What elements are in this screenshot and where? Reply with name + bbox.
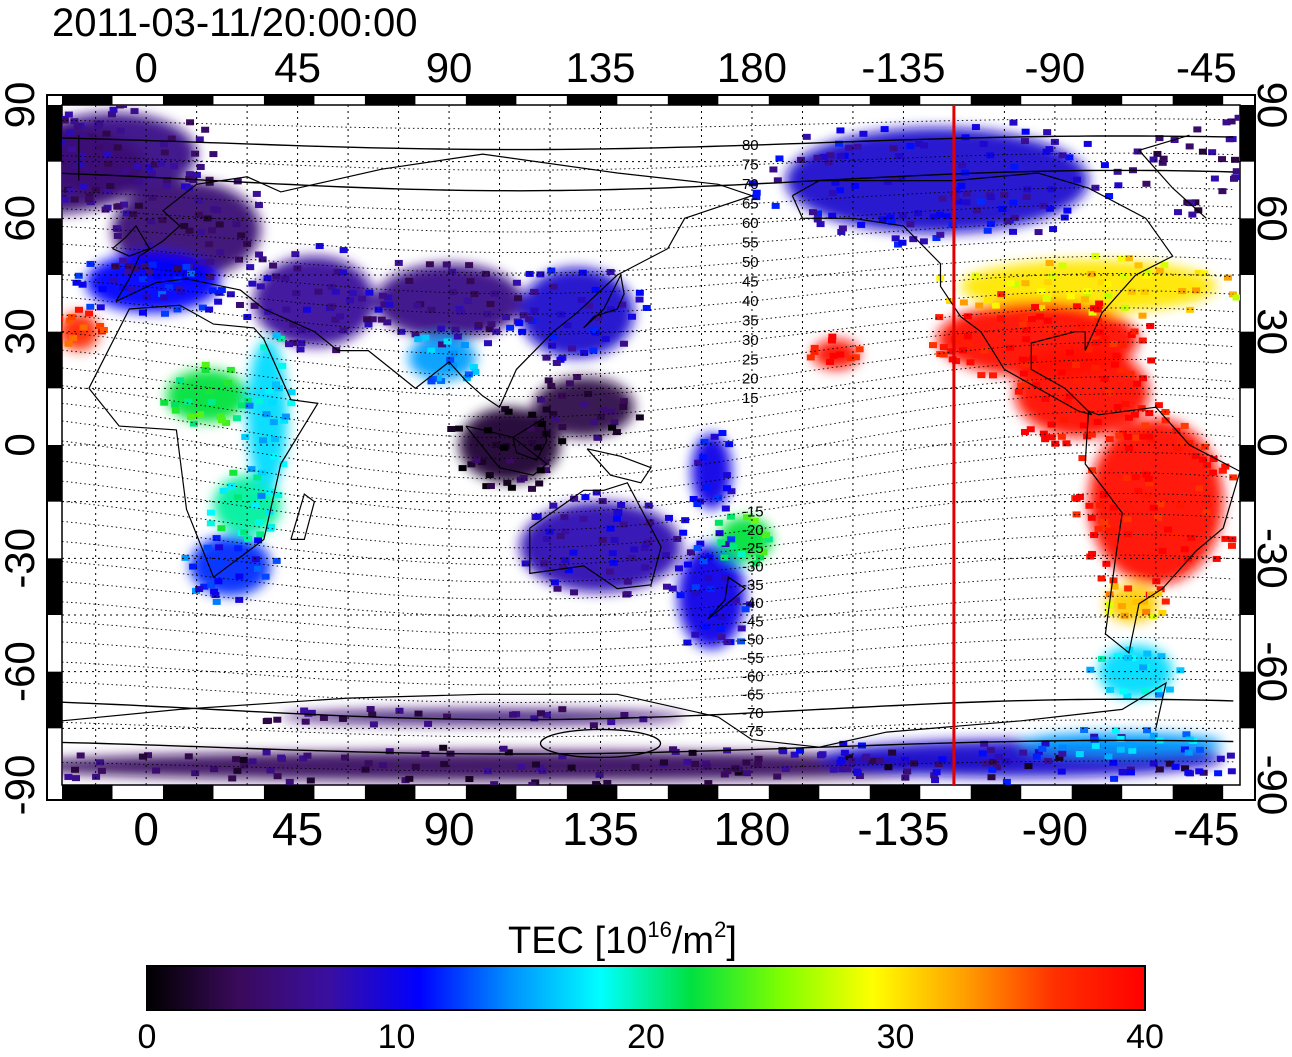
magnetic-latitude-label: 50 — [742, 254, 759, 271]
coastline — [583, 273, 625, 329]
left-lat-label: -90 — [0, 755, 43, 816]
magnetic-latitude-label: 25 — [742, 351, 759, 368]
coastline — [115, 153, 754, 409]
bottom-lon-label: 180 — [714, 803, 791, 855]
right-lat-label: -60 — [1249, 641, 1292, 702]
magnetic-latitude-label: -25 — [742, 540, 764, 557]
left-lat-label: 0 — [0, 433, 43, 456]
bottom-lon-label: -135 — [857, 803, 949, 855]
tec-region — [718, 516, 773, 563]
bottom-lon-label: -90 — [1022, 803, 1088, 855]
colorbar-tick-label: 40 — [1126, 1018, 1164, 1056]
axis-tick-labels: 0045459090135135180180-135-135-90-90-45-… — [0, 44, 1292, 855]
magnetic-latitude-label: 35 — [742, 312, 759, 329]
magnetic-latitude-label: -60 — [742, 668, 764, 685]
magnetic-latitude-label: -35 — [742, 577, 764, 594]
magnetic-latitude-label: -45 — [742, 613, 764, 630]
magnetic-latitude-label: -50 — [742, 632, 764, 649]
coastline — [112, 224, 151, 257]
bottom-lon-label: -45 — [1173, 803, 1239, 855]
tec-region — [960, 259, 1217, 313]
coastline — [62, 681, 1167, 748]
top-lon-label: -135 — [861, 44, 945, 91]
top-lon-label: -90 — [1025, 44, 1086, 91]
tec-region — [677, 543, 746, 649]
bottom-lon-label: 45 — [272, 803, 323, 855]
magnetic-latitude-label: 80 — [742, 137, 759, 154]
magnetic-latitude-label: 75 — [742, 157, 759, 174]
tec-region — [519, 501, 682, 593]
top-lon-label: -45 — [1176, 44, 1237, 91]
coastline — [465, 425, 548, 476]
magnetic-latitude-label: -55 — [742, 650, 764, 667]
left-lat-label: 30 — [0, 308, 43, 355]
magnetic-latitude-label: -65 — [742, 687, 764, 704]
coastline — [586, 448, 652, 484]
magnetic-latitude-label: 15 — [742, 390, 759, 407]
coastline — [88, 304, 319, 579]
left-lat-label: -30 — [0, 528, 43, 589]
bottom-lon-label: 0 — [133, 803, 159, 855]
magnetic-latitude-label: -75 — [742, 723, 764, 740]
coastline — [78, 134, 1207, 219]
bottom-lon-label: 135 — [562, 803, 639, 855]
magnetic-latitude-label: -40 — [742, 595, 764, 612]
magnetic-latitude-label: 20 — [742, 371, 759, 388]
tec-region — [62, 124, 147, 214]
map-title: 2011-03-11/20:00:00 — [52, 1, 418, 45]
bottom-lon-label: 90 — [423, 803, 474, 855]
right-lat-label: 60 — [1249, 195, 1292, 242]
right-lat-label: 30 — [1249, 308, 1292, 355]
right-lat-label: 90 — [1249, 82, 1292, 129]
magnetic-latitude-label: 40 — [742, 293, 759, 310]
magnetic-latitude-label: -15 — [742, 504, 764, 521]
colorbar-tick-label: 10 — [377, 1018, 416, 1056]
tec-region — [408, 335, 476, 381]
magnetic-latitude-label: 55 — [742, 234, 759, 251]
colorbar-tick-label: 0 — [137, 1018, 157, 1056]
tec-region — [253, 256, 376, 347]
right-lat-label: 0 — [1249, 433, 1292, 456]
colorbar — [146, 965, 1146, 1011]
top-lon-label: 135 — [565, 44, 635, 91]
magnetic-latitude-label: 45 — [742, 273, 759, 290]
left-lat-label: 60 — [0, 195, 43, 242]
coastline — [1084, 406, 1240, 654]
right-lat-label: -30 — [1249, 528, 1292, 589]
top-lon-label: 45 — [274, 44, 321, 91]
tec-data-layer — [62, 105, 1240, 785]
colorbar-tick-label: 20 — [627, 1018, 665, 1056]
tec-region — [213, 475, 281, 536]
magnetic-latitude-label: -20 — [742, 522, 764, 539]
graticule — [62, 105, 1240, 785]
magnetic-latitude-label: -70 — [742, 705, 764, 722]
right-lat-label: -90 — [1249, 755, 1292, 816]
tec-region — [280, 709, 685, 725]
coastline — [512, 417, 548, 461]
magnetic-latitude-label: 60 — [742, 215, 759, 232]
tec-region — [1014, 346, 1150, 438]
magnetic-latitude-label: 65 — [742, 196, 759, 213]
top-lon-label: 180 — [717, 44, 787, 91]
left-lat-label: 90 — [0, 82, 43, 129]
colorbar-title: TEC [1016/m2] — [508, 917, 737, 962]
coastline — [707, 576, 747, 620]
magnetic-latitude-label: 70 — [742, 176, 759, 193]
magnetic-latitude-contours — [62, 118, 1234, 772]
colorbar-tick-label: 30 — [876, 1018, 915, 1056]
top-lon-label: 90 — [426, 44, 473, 91]
coastline — [529, 482, 662, 590]
magnetic-latitude-label: 30 — [742, 332, 759, 349]
magnetic-latitude-labels: 80 75 70 65 60 55 50 45 40 35 30 25 20 15 -15-20-25-30… — [742, 137, 764, 740]
top-lon-label: 0 — [134, 44, 157, 91]
tec-region — [1021, 732, 1224, 755]
magnetic-latitude-label: -30 — [742, 558, 764, 575]
left-lat-label: -60 — [0, 641, 43, 702]
